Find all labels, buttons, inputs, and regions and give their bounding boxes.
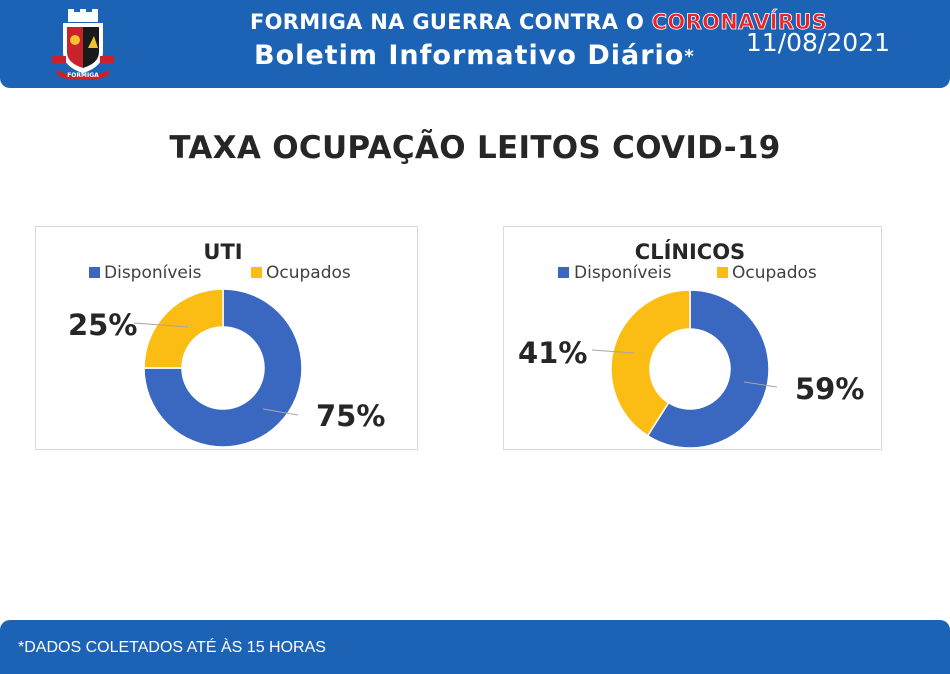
city-coat-of-arms-icon: FORMIGA: [52, 9, 114, 80]
donut-slice-ocupados: [610, 289, 691, 437]
data-label-disponiveis: 75%: [316, 399, 385, 433]
chart-uti: UTI Disponíveis Ocupados 75% 25%: [35, 226, 418, 450]
chart-title: CLÍNICOS: [635, 239, 745, 264]
legend-swatch-disponiveis: [89, 267, 100, 278]
chart-title: UTI: [203, 240, 242, 264]
crest-label: FORMIGA: [67, 72, 99, 79]
donut-slice-ocupados: [143, 288, 224, 369]
legend-entry-disponiveis: Disponíveis: [104, 263, 202, 283]
campaign-title-highlight: CORONAVÍRUS: [651, 10, 828, 35]
campaign-title-prefix: FORMIGA NA GUERRA CONTRA O: [250, 10, 652, 34]
page-title: TAXA OCUPAÇÃO LEITOS COVID-19: [169, 130, 781, 166]
bulletin-title-text: Boletim Informativo Diário: [254, 40, 685, 71]
chart-clinicos: CLÍNICOS Disponíveis Ocupados 59% 41%: [503, 226, 882, 450]
legend-entry-ocupados: Ocupados: [732, 263, 817, 283]
leader-line-disponiveis: [262, 408, 299, 416]
bulletin-title: Boletim Informativo Diário*: [254, 40, 695, 71]
footer-banner: *DADOS COLETADOS ATÉ ÀS 15 HORAS: [0, 620, 950, 674]
data-label-ocupados: 41%: [518, 336, 587, 370]
leader-line-ocupados: [133, 322, 189, 328]
footer-note: *DADOS COLETADOS ATÉ ÀS 15 HORAS: [18, 639, 326, 656]
legend-swatch-ocupados: [717, 267, 728, 278]
data-label-disponiveis: 59%: [795, 372, 864, 406]
donut-slice-disponiveis: [143, 288, 303, 448]
legend-entry-disponiveis: Disponíveis: [574, 263, 672, 283]
bulletin-title-mark: *: [684, 46, 695, 67]
legend-swatch-ocupados: [251, 267, 262, 278]
leader-line-ocupados: [591, 349, 635, 354]
bulletin-date: 11/08/2021: [745, 28, 890, 57]
legend-swatch-disponiveis: [558, 267, 569, 278]
donut-slice-disponiveis: [646, 289, 770, 449]
legend-entry-ocupados: Ocupados: [266, 263, 351, 283]
leader-line-disponiveis: [743, 381, 778, 388]
header-banner: FORMIGA FORMIGA NA GUERRA CONTRA O CORON…: [0, 0, 950, 88]
data-label-ocupados: 25%: [68, 308, 137, 342]
campaign-title: FORMIGA NA GUERRA CONTRA O CORONAVÍRUS: [250, 10, 827, 35]
